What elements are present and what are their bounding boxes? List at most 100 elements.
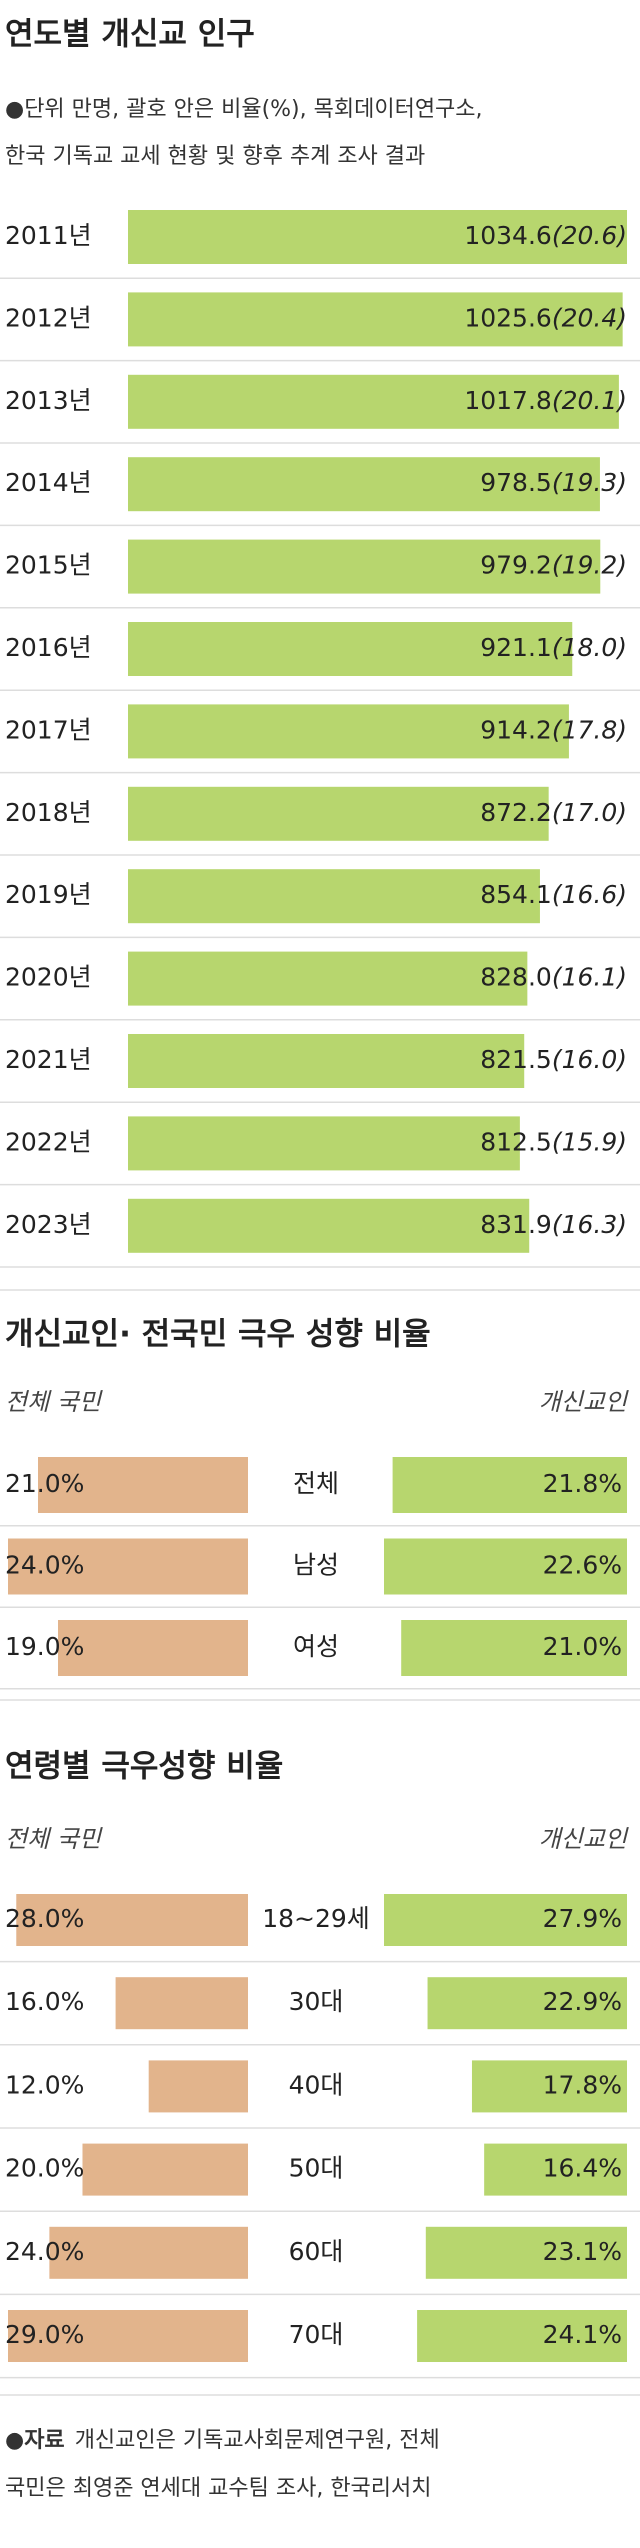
bar	[128, 951, 528, 1006]
value-label: 812.5(15.9)	[480, 1127, 627, 1156]
bar-right	[392, 1457, 627, 1513]
value-label-right: 16.4%	[543, 2154, 622, 2183]
bar-left	[38, 1457, 248, 1513]
category-label: 2022년	[5, 1127, 92, 1156]
value-label: 1034.6(20.6)	[464, 221, 627, 250]
value: 979.2	[480, 551, 552, 580]
value: 914.2	[480, 715, 552, 744]
category-label: 2011년	[5, 221, 92, 250]
share: (20.1)	[552, 386, 627, 415]
category-label: 여성	[293, 1632, 339, 1661]
category-label: 전체	[293, 1469, 339, 1498]
legend-right: 개신교인	[539, 1388, 629, 1416]
bar	[128, 704, 569, 759]
category-label: 60대	[289, 2237, 344, 2266]
value-label: 914.2(17.8)	[480, 715, 627, 744]
value-label: 854.1(16.6)	[480, 880, 627, 909]
bar-right	[425, 2226, 627, 2279]
legend-left: 전체 국민	[5, 1388, 103, 1416]
bar-left	[148, 2060, 248, 2113]
share: (16.0)	[552, 1045, 627, 1074]
source-text: 국민은 최영준 연세대 교수팀 조사, 한국리서치	[5, 2476, 432, 2501]
share: (19.2)	[552, 551, 627, 580]
bar-right	[484, 2143, 627, 2196]
value-label-left: 24.0%	[5, 2237, 84, 2266]
legend-left: 전체 국민	[5, 1825, 103, 1853]
bar-left	[8, 1538, 248, 1595]
bar-right	[384, 1894, 627, 1946]
bar-right	[427, 1977, 627, 2030]
value-label: 872.2(17.0)	[480, 798, 627, 827]
bar-left	[16, 1894, 248, 1946]
bar	[128, 622, 573, 676]
bar	[128, 292, 623, 347]
source-label: ●자료	[5, 2428, 65, 2453]
bar	[128, 1116, 520, 1171]
category-label: 2015년	[5, 551, 92, 580]
value-label-right: 27.9%	[543, 1904, 622, 1933]
source-text: 개신교인은 기독교사회문제연구원, 전체	[75, 2428, 440, 2453]
value-label-right: 24.1%	[543, 2320, 622, 2349]
chart-title: 개신교인· 전국민 극우 성향 비율	[5, 1317, 431, 1353]
value-label-right: 22.9%	[543, 1987, 622, 2016]
bar-right	[417, 2310, 627, 2362]
value-label: 979.2(19.2)	[480, 551, 627, 580]
value-label: 1017.8(20.1)	[464, 386, 627, 415]
category-label: 50대	[289, 2154, 344, 2183]
value: 821.5	[480, 1045, 552, 1074]
bar-right	[401, 1620, 627, 1676]
bar	[128, 1034, 525, 1088]
bar	[128, 539, 601, 594]
value: 1034.6	[464, 221, 551, 250]
bar	[128, 786, 549, 841]
value-label-left: 19.0%	[5, 1632, 84, 1661]
chart-title: 연령별 극우성향 비율	[5, 1749, 283, 1785]
category-label: 2017년	[5, 715, 92, 744]
value-label-left: 20.0%	[5, 2154, 84, 2183]
share: (17.0)	[552, 798, 627, 827]
value-label-right: 17.8%	[543, 2070, 622, 2099]
bar	[128, 869, 540, 924]
share: (16.1)	[552, 963, 627, 992]
value-label-left: 21.0%	[5, 1469, 84, 1498]
chart-title: 연도별 개신교 인구	[5, 17, 255, 53]
value-label: 831.9(16.3)	[480, 1210, 627, 1239]
category-label: 70대	[289, 2320, 344, 2349]
value-label: 978.5(19.3)	[480, 468, 627, 497]
share: (20.4)	[552, 303, 627, 332]
bar-right	[384, 1538, 627, 1595]
category-label: 30대	[289, 1987, 344, 2016]
category-label: 2012년	[5, 303, 92, 332]
category-label: 2020년	[5, 963, 92, 992]
share: (16.3)	[552, 1210, 627, 1239]
bar-left	[115, 1977, 248, 2030]
value-label-left: 12.0%	[5, 2070, 84, 2099]
value: 854.1	[480, 880, 552, 909]
category-label: 2019년	[5, 880, 92, 909]
share: (17.8)	[552, 715, 627, 744]
category-label: 2021년	[5, 1045, 92, 1074]
value: 1017.8	[464, 386, 551, 415]
value: 812.5	[480, 1127, 552, 1156]
category-label: 2023년	[5, 1210, 92, 1239]
value-label: 921.1(18.0)	[480, 633, 627, 662]
bar-left	[8, 2310, 248, 2362]
bar-left	[82, 2143, 248, 2196]
category-label: 2016년	[5, 633, 92, 662]
legend-right: 개신교인	[539, 1825, 629, 1853]
bar-left	[49, 2226, 249, 2279]
subtitle: ●단위 만명, 괄호 안은 비율(%), 목회데이터연구소,	[5, 97, 483, 122]
value: 872.2	[480, 798, 552, 827]
category-label: 남성	[293, 1551, 339, 1580]
share: (20.6)	[552, 221, 627, 250]
value-label: 1025.6(20.4)	[464, 303, 627, 332]
source: ●자료 개신교인은 기독교사회문제연구원, 전체	[5, 2428, 440, 2453]
bar-right	[471, 2060, 627, 2113]
bar	[128, 457, 600, 512]
value-label-right: 23.1%	[543, 2237, 622, 2266]
value-label-left: 24.0%	[5, 1551, 84, 1580]
value-label: 821.5(16.0)	[480, 1045, 627, 1074]
share: (19.3)	[552, 468, 627, 497]
share: (15.9)	[552, 1127, 627, 1156]
